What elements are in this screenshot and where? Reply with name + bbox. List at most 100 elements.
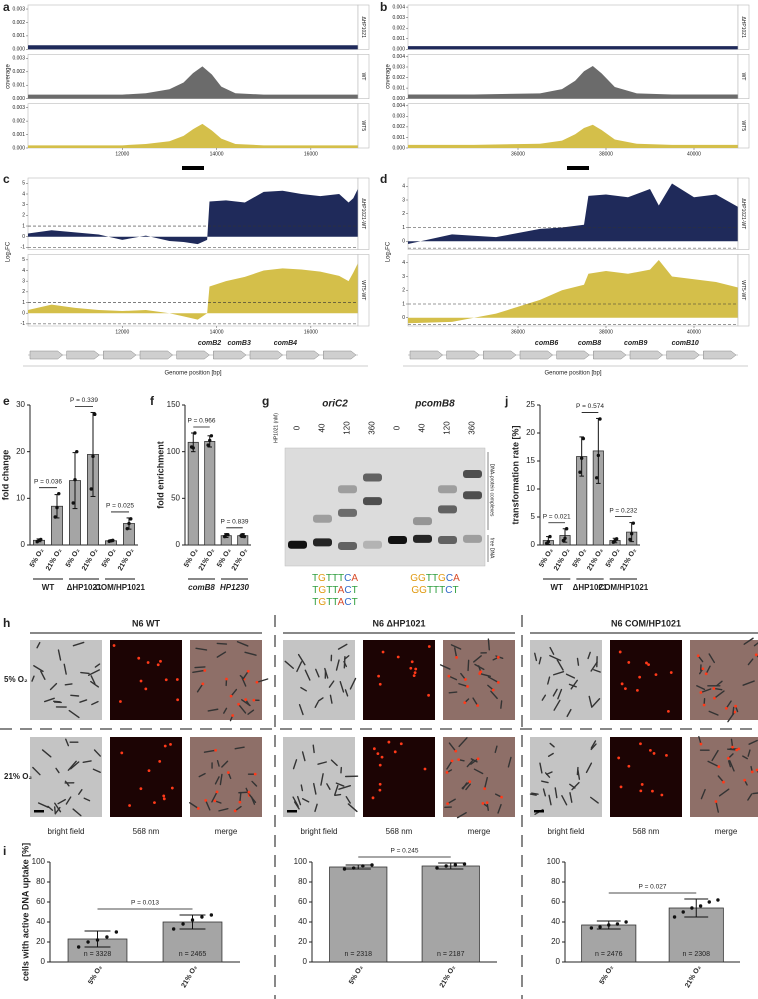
- fluorescent-spot: [244, 698, 248, 701]
- micrograph: [190, 737, 262, 817]
- fluorescent-spot: [699, 742, 703, 746]
- cell: [538, 656, 542, 665]
- channel-label: bright field: [548, 827, 585, 836]
- fluorescent-spot: [731, 745, 734, 749]
- cell: [556, 659, 564, 671]
- cell: [742, 680, 755, 686]
- fluorescent-spot: [454, 749, 458, 753]
- fluorescent-spot: [491, 688, 495, 692]
- cell: [94, 663, 101, 668]
- data-point: [129, 517, 133, 521]
- lane-label: 360: [368, 421, 377, 435]
- gene-arrow: [409, 350, 444, 360]
- cell: [494, 745, 498, 754]
- gene-arrow: [29, 350, 64, 360]
- group-label: comB8: [188, 583, 215, 592]
- fluorescent-spot: [733, 710, 737, 714]
- y-tick-label: 4: [402, 184, 405, 190]
- cell: [713, 690, 725, 699]
- fluorescent-spot: [175, 678, 179, 681]
- fluorescent-spot: [696, 654, 700, 658]
- data-point: [75, 449, 79, 454]
- fluorescent-spot: [378, 782, 382, 786]
- data-point: [628, 537, 632, 542]
- cell: [314, 701, 319, 709]
- n-label: n = 2476: [595, 951, 623, 958]
- x-tick-label: 5% O₂: [183, 547, 199, 568]
- fluorescent-spot: [496, 680, 500, 684]
- cell: [189, 802, 199, 810]
- gene-arrow: [556, 350, 590, 360]
- y-tick-label: 0.003: [12, 105, 25, 111]
- fluorescent-spot: [226, 771, 230, 774]
- fluorescent-spot: [393, 750, 397, 754]
- fluorescent-spot: [660, 793, 664, 797]
- cell: [450, 644, 462, 650]
- fluorescent-spot: [463, 701, 467, 705]
- gel-band: [438, 485, 457, 494]
- data-point: [71, 501, 75, 505]
- lane-label: 360: [468, 421, 477, 435]
- y-tick-label: 5: [22, 257, 25, 263]
- gene-arrow: [629, 350, 664, 360]
- fluorescent-spot: [213, 799, 217, 803]
- gel-band: [338, 485, 357, 494]
- cell: [33, 665, 44, 673]
- x-tick-label: 36000: [511, 151, 525, 157]
- cell: [541, 780, 549, 784]
- p-value: P = 0.013: [131, 900, 159, 907]
- cell: [326, 783, 331, 790]
- fluorescent-spot: [153, 801, 156, 805]
- fluorescent-spot: [724, 706, 728, 710]
- fluorescent-spot: [476, 704, 479, 707]
- fluorescent-spot: [619, 785, 623, 789]
- cell: [297, 653, 306, 666]
- cell: [448, 691, 458, 694]
- x-tick-label: 5% O₂: [29, 547, 45, 568]
- data-point: [209, 434, 214, 438]
- peak-marker: [182, 166, 204, 170]
- y-axis-label: Log₂FC: [6, 241, 12, 262]
- cell: [715, 800, 719, 813]
- channel-label: merge: [468, 827, 491, 836]
- motif: GGTTGCA: [410, 573, 460, 584]
- cell: [554, 787, 558, 799]
- facet-label: WT5: [740, 121, 746, 132]
- group-label: WT: [550, 583, 563, 592]
- cell: [198, 772, 206, 778]
- y-tick-label: 60: [551, 897, 560, 906]
- y-axis-label: coverage: [386, 63, 392, 88]
- fluorescent-spot: [627, 764, 631, 768]
- fluorescent-spot: [702, 703, 706, 707]
- data-point: [191, 446, 195, 450]
- fluorescent-spot: [457, 758, 461, 762]
- concentration-label: HP1021 (nM): [273, 413, 279, 443]
- y-tick-label: 0.002: [392, 26, 405, 32]
- data-point: [629, 532, 634, 536]
- cell: [547, 752, 554, 757]
- cell: [728, 760, 735, 772]
- y-tick-label: 0.003: [392, 15, 405, 21]
- y-tick-label: 2: [402, 211, 405, 217]
- cell: [40, 670, 46, 681]
- y-tick-label: 40: [551, 917, 560, 926]
- error-bar: [345, 864, 371, 870]
- fluorescent-spot: [399, 742, 403, 746]
- cell: [329, 694, 333, 704]
- x-tick-label: 36000: [511, 329, 525, 335]
- fluorescent-spot: [137, 656, 141, 660]
- x-tick-label: 5% O₂: [348, 964, 364, 985]
- fluorescent-spot: [409, 666, 413, 670]
- motif: GGTTTCT: [411, 585, 458, 596]
- coverage-area: [408, 124, 738, 148]
- cell: [249, 794, 257, 804]
- fluorescent-spot: [478, 672, 482, 675]
- data-point: [579, 456, 584, 460]
- x-tick-label: 21% O₂: [553, 547, 571, 572]
- data-point: [57, 491, 61, 496]
- cell: [251, 780, 258, 787]
- y-tick-label: 0: [41, 957, 46, 966]
- cell: [446, 798, 456, 805]
- cell: [696, 685, 706, 691]
